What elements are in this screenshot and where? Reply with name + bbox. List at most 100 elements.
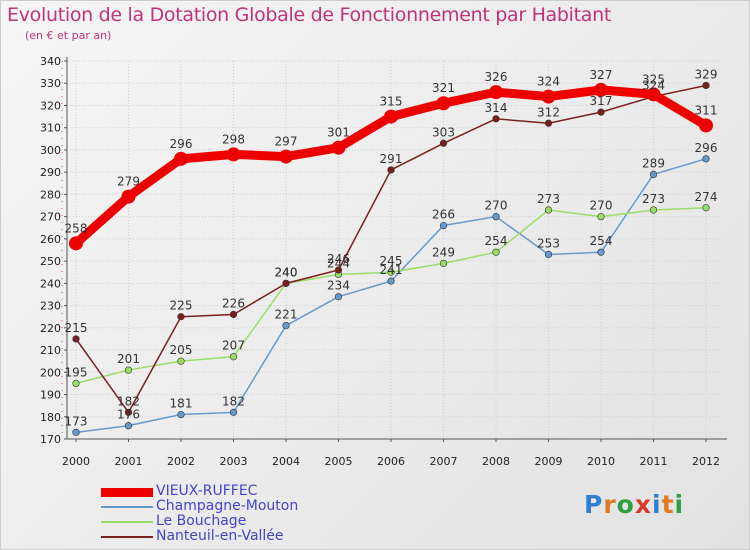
data-label: 270 — [590, 199, 613, 213]
data-label: 249 — [432, 245, 455, 259]
legend-label: Nanteuil-en-Vallée — [156, 528, 284, 544]
data-point — [702, 204, 710, 212]
data-label: 273 — [537, 192, 560, 206]
x-tick-label: 2006 — [377, 455, 405, 468]
data-label: 274 — [695, 190, 718, 204]
legend-label: VIEUX-RUFFEC — [156, 483, 258, 499]
logo-letter: i — [674, 490, 685, 519]
legend-swatch — [101, 506, 153, 508]
data-label: 182 — [117, 394, 140, 408]
data-point — [544, 250, 553, 259]
x-tick-label: 2004 — [272, 455, 300, 468]
data-point — [702, 81, 710, 90]
x-tick-label: 2000 — [62, 455, 90, 468]
data-point — [492, 213, 500, 221]
y-tick-label: 240 — [40, 277, 61, 290]
legend-label: Le Bouchage — [156, 513, 247, 529]
legend-swatch — [101, 521, 153, 523]
series — [69, 81, 713, 436]
data-point — [649, 170, 658, 178]
data-label: 314 — [485, 101, 508, 115]
data-labels: 258 279 296 298 297 301 315 321 326 324 327 325 311 1… — [65, 67, 718, 428]
data-label: 182 — [222, 394, 245, 408]
data-label: 181 — [170, 397, 193, 411]
data-point — [72, 379, 80, 388]
y-tick-label: 270 — [40, 211, 61, 224]
x-tick-label: 2010 — [587, 455, 615, 468]
data-point — [124, 408, 133, 416]
y-tick-label: 290 — [40, 166, 61, 179]
data-point — [331, 140, 346, 155]
y-tick-label: 170 — [40, 433, 61, 446]
y-tick-label: 310 — [40, 122, 61, 135]
data-label: 176 — [117, 408, 140, 422]
data-label: 245 — [380, 254, 403, 268]
data-label: 327 — [590, 68, 613, 82]
data-label: 240 — [275, 265, 298, 279]
data-point — [229, 408, 238, 416]
data-point — [597, 108, 605, 116]
data-label: 240 — [275, 265, 298, 279]
x-tick-label: 2009 — [535, 455, 563, 468]
data-label: 241 — [380, 263, 403, 277]
data-point — [174, 151, 188, 166]
legend-label: Champagne-Mouton — [156, 498, 299, 514]
y-tick-label: 200 — [40, 366, 61, 379]
data-point — [387, 268, 395, 276]
data-label: 311 — [695, 103, 718, 117]
data-label: 297 — [275, 135, 298, 149]
logo-letter: P — [584, 490, 604, 519]
logo-letter: o — [616, 490, 635, 519]
data-label: 221 — [275, 308, 298, 322]
data-label: 303 — [432, 125, 455, 139]
y-tick-label: 330 — [40, 77, 61, 90]
data-label: 270 — [485, 199, 508, 213]
data-point — [439, 221, 448, 230]
data-point — [702, 155, 710, 163]
data-point — [387, 166, 395, 174]
legend-swatch — [101, 488, 153, 497]
data-point — [177, 410, 185, 419]
y-tick-label: 210 — [40, 344, 61, 357]
data-point — [649, 206, 658, 214]
data-label: 296 — [695, 141, 718, 155]
data-label: 298 — [222, 132, 245, 146]
logo-letter: x — [634, 490, 652, 519]
data-point — [229, 353, 238, 361]
data-point — [279, 149, 293, 164]
y-tick-label: 260 — [40, 233, 61, 246]
logo-letter: r — [603, 490, 617, 519]
data-point — [226, 147, 241, 162]
data-point — [387, 277, 395, 285]
data-label: 324 — [537, 75, 560, 89]
data-label: 329 — [695, 67, 718, 81]
data-point — [544, 206, 553, 214]
data-point — [544, 119, 553, 127]
data-label: 201 — [117, 352, 140, 366]
data-point — [439, 139, 448, 147]
data-label: 325 — [642, 72, 665, 86]
data-label: 291 — [380, 152, 403, 166]
data-label: 321 — [432, 81, 455, 95]
data-label: 215 — [65, 321, 88, 335]
data-label: 312 — [537, 105, 560, 119]
data-point — [121, 189, 136, 204]
data-label: 246 — [327, 252, 350, 266]
x-tick-label: 2001 — [115, 455, 143, 468]
data-label: 253 — [537, 236, 560, 250]
x-tick-label: 2003 — [220, 455, 248, 468]
logo-letter: t — [661, 490, 675, 519]
x-tick-label: 2007 — [430, 455, 458, 468]
y-tick-label: 280 — [40, 188, 61, 201]
data-point — [69, 236, 83, 251]
proxiti-logo: Proxiti — [584, 490, 684, 519]
data-label: 254 — [485, 234, 508, 248]
legend-swatch — [101, 536, 153, 538]
x-tick-label: 2002 — [167, 455, 195, 468]
data-point — [124, 422, 133, 430]
data-point — [492, 115, 500, 123]
data-label: 317 — [590, 94, 613, 108]
data-point — [489, 85, 503, 100]
